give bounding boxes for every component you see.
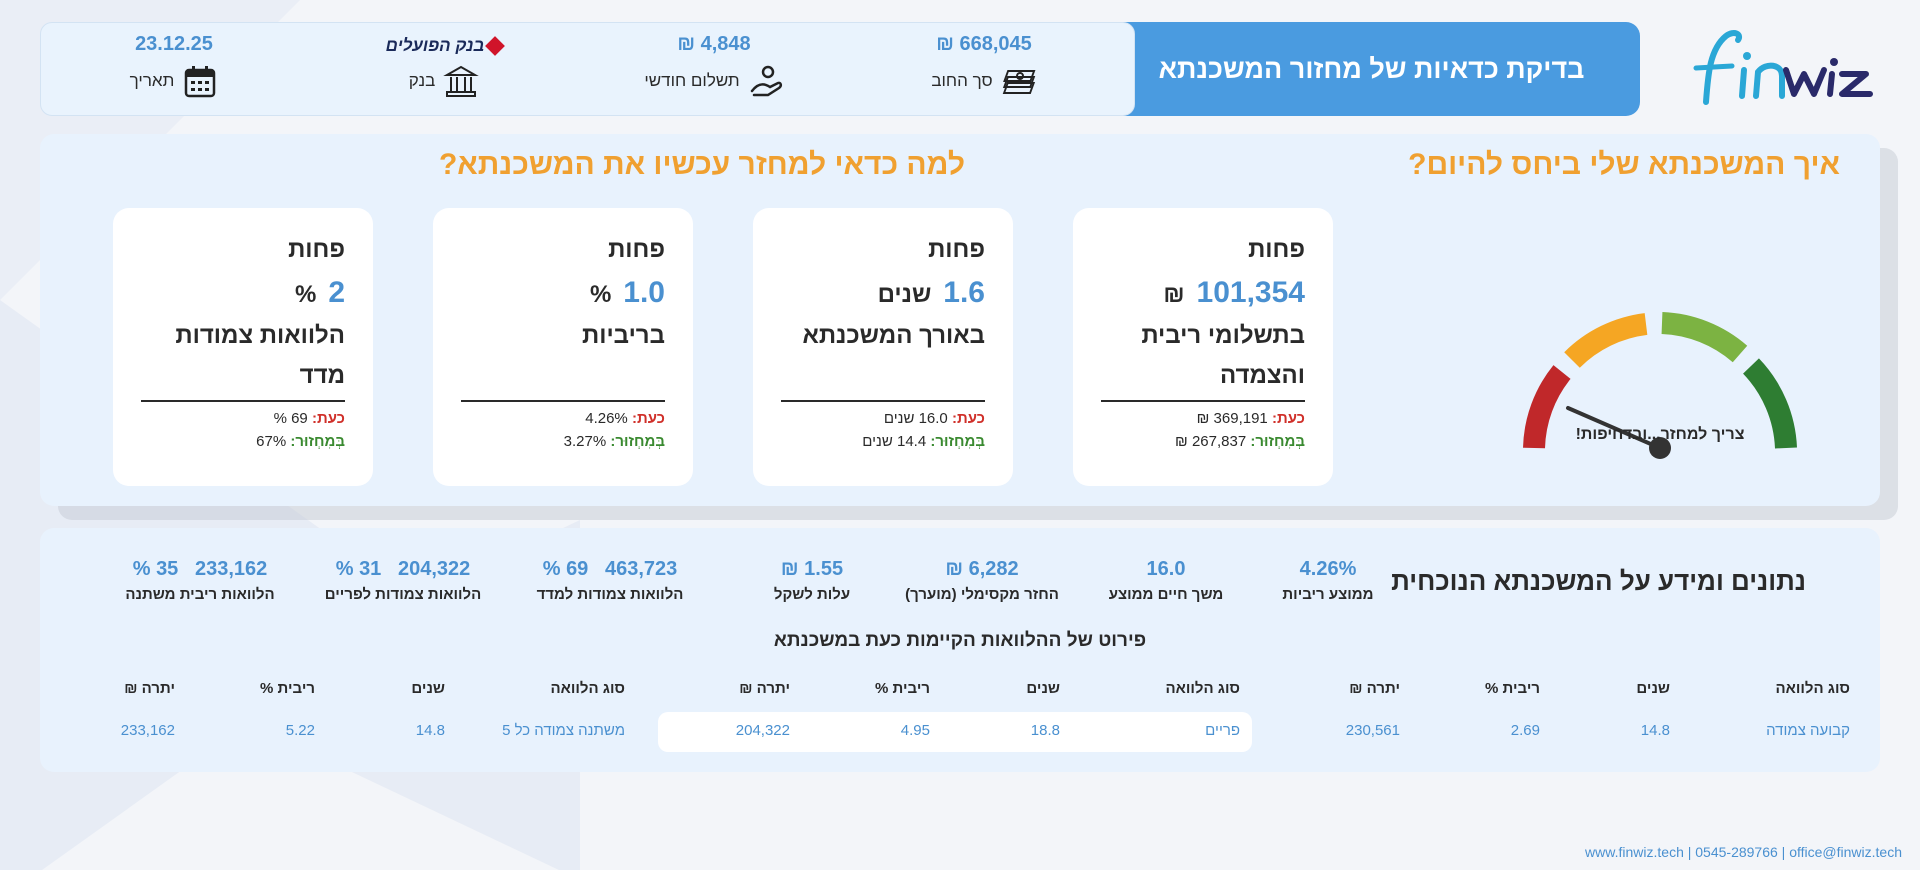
status-title: איך המשכנתא שלי ביחס להיום?: [1408, 148, 1840, 181]
table-header-type: סוג הלוואה: [550, 680, 626, 697]
card-description: באורך המשכנתא: [802, 322, 985, 349]
footer-contact: www.finwiz.tech | 0545-289766 | office@f…: [1585, 844, 1902, 860]
refinance-section: איך המשכנתא שלי ביחס להיום? למה כדאי למח…: [40, 134, 1880, 506]
current-mortgage-section: נתונים ומידע על המשכנתא הנוכחית 4.26% ממ…: [40, 528, 1880, 772]
mortgage-gauge: [1523, 312, 1797, 459]
bank-logo: בנק הפועלים: [364, 33, 524, 59]
loan-balance: 204,322: [735, 722, 790, 739]
loan-type: משתנה צמודה כל 5: [502, 722, 625, 739]
card-divider: [781, 400, 985, 402]
savings-card-index-linked: פחות 2 % הלוואות צמודות מדד כעת: 69 % בְ…: [113, 208, 373, 486]
monthly-payment-label: תשלום חודשי: [644, 71, 740, 90]
table-header-rate: ריבית %: [260, 680, 315, 697]
loan-balance: 230,561: [1345, 722, 1400, 739]
bank: בנק הפועלים בנק: [364, 33, 524, 99]
card-unit: %: [294, 281, 317, 308]
calendar-icon: [185, 66, 216, 98]
table-header-years: שנים: [1026, 680, 1060, 697]
card-value: 1.0: [623, 276, 665, 309]
stat-prime-linked: 204,322 31 % הלוואות צמודות לפריים: [324, 558, 482, 603]
card-after-row: בְּמִחְזוּר: 14.4 שנים: [862, 433, 985, 450]
card-after-row: בְּמִחְזוּר: 67%: [256, 433, 345, 450]
loan-years: 14.8: [1640, 722, 1670, 739]
table-header-rate: ריבית %: [875, 680, 930, 697]
why-title: למה כדאי למחזר עכשיו את המשכנתא?: [438, 148, 965, 181]
bank-label: בנק: [408, 71, 436, 90]
stat-avg-rate: 4.26% ממוצע ריביות: [1282, 558, 1374, 603]
card-less-label: פחות: [928, 236, 985, 263]
savings-card-interest: פחות 101,354 ₪ בתשלומי ריבית והצמדה כעת:…: [1073, 208, 1333, 486]
loan-type: פריים: [1205, 722, 1240, 739]
table-row-highlight: [658, 712, 1252, 752]
loan-years: 18.8: [1030, 722, 1060, 739]
bank-logo-icon: [485, 36, 506, 56]
page-title: בדיקת כדאיות של מחזור המשכנתא: [1103, 22, 1640, 116]
stat-cost-per-shekel: 1.55 ₪ עלות לשקל: [773, 558, 851, 603]
table-header-years: שנים: [1636, 680, 1670, 697]
card-now-row: כעת: 4.26%: [585, 410, 665, 427]
hand-coin-icon: [750, 65, 782, 97]
bank-icon: [443, 65, 480, 97]
loan-type: קבועה צמודה: [1766, 722, 1850, 739]
card-divider: [461, 400, 665, 402]
finwiz-logo: [1693, 30, 1873, 105]
mortgage-summary-bar: 668,045 ₪ סך החוב 4,848 ₪: [40, 22, 1135, 116]
date-label: תאריך: [129, 71, 175, 90]
card-unit: ₪: [1163, 281, 1185, 308]
loans-breakdown-title: פירוט של ההלוואות הקיימות כעת במשכנתא: [773, 630, 1147, 651]
current-mortgage-title: נתונים ומידע על המשכנתא הנוכחית: [1391, 566, 1806, 596]
savings-card-rates: פחות 1.0 % בריביות כעת: 4.26% בְּמִחְזוּ…: [433, 208, 693, 486]
gauge-caption: צריך למחזר...ובדחיפות!: [1575, 426, 1745, 443]
table-header-rate: ריבית %: [1485, 680, 1540, 697]
table-header-type: סוג הלוואה: [1775, 680, 1851, 697]
loan-balance: 233,162: [120, 722, 175, 739]
card-description: בתשלומי ריבית והצמדה: [1141, 322, 1305, 389]
savings-card-years: פחות 1.6 שנים באורך המשכנתא כעת: 16.0 שנ…: [753, 208, 1013, 486]
card-description: הלוואות צמודות מדד: [175, 322, 345, 389]
card-divider: [1101, 400, 1305, 402]
table-header-balance: יתרה ₪: [739, 680, 790, 697]
card-after-row: בְּמִחְזוּר: 3.27%: [563, 433, 665, 450]
header: בדיקת כדאיות של מחזור המשכנתא 668,045 ₪ …: [40, 22, 1880, 116]
card-now-row: כעת: 369,191 ₪: [1196, 410, 1305, 427]
card-after-row: בְּמִחְזוּר: 267,837 ₪: [1175, 433, 1305, 450]
date: 23.12.25 תאריך: [104, 33, 244, 99]
loan-years: 14.8: [415, 722, 445, 739]
card-now-row: כעת: 16.0 שנים: [883, 410, 985, 427]
total-debt: 668,045 ₪ סך החוב: [904, 33, 1064, 99]
stat-max-payment: 6,282 ₪ החזר מקסימלי (מוערך): [905, 558, 1059, 603]
card-unit: %: [589, 281, 612, 308]
bank-name: בנק הפועלים: [385, 36, 485, 55]
total-debt-value: 668,045 ₪: [936, 33, 1032, 55]
card-now-row: כעת: 69 %: [273, 410, 345, 427]
table-header-balance: יתרה ₪: [1349, 680, 1400, 697]
stat-cpi-linked: 463,723 69 % הלוואות צמודות למדד: [536, 558, 684, 603]
table-header-years: שנים: [411, 680, 445, 697]
card-unit: שנים: [877, 281, 932, 308]
stat-avg-lifetime: 16.0 משך חיים ממוצע: [1108, 558, 1224, 603]
card-value: 1.6: [943, 276, 985, 309]
stat-variable-rate: 233,162 35 % הלוואות ריבית משתנה: [125, 558, 275, 603]
table-header-type: סוג הלוואה: [1165, 680, 1241, 697]
card-less-label: פחות: [288, 236, 345, 263]
card-value: 2: [328, 276, 345, 309]
card-less-label: פחות: [608, 236, 665, 263]
card-value: 101,354: [1196, 276, 1305, 309]
loan-rate: 5.22: [285, 722, 315, 739]
card-description: בריביות: [581, 322, 665, 349]
card-divider: [141, 400, 345, 402]
loan-rate: 4.95: [900, 722, 930, 739]
total-debt-label: סך החוב: [931, 71, 993, 90]
date-value: 23.12.25: [135, 33, 213, 55]
card-less-label: פחות: [1248, 236, 1305, 263]
monthly-payment-value: 4,848 ₪: [677, 33, 751, 55]
monthly-payment: 4,848 ₪ תשלום חודשי: [624, 33, 804, 99]
table-header-balance: יתרה ₪: [124, 680, 175, 697]
loan-rate: 2.69: [1510, 722, 1540, 739]
money-stack-icon: [1002, 70, 1036, 94]
